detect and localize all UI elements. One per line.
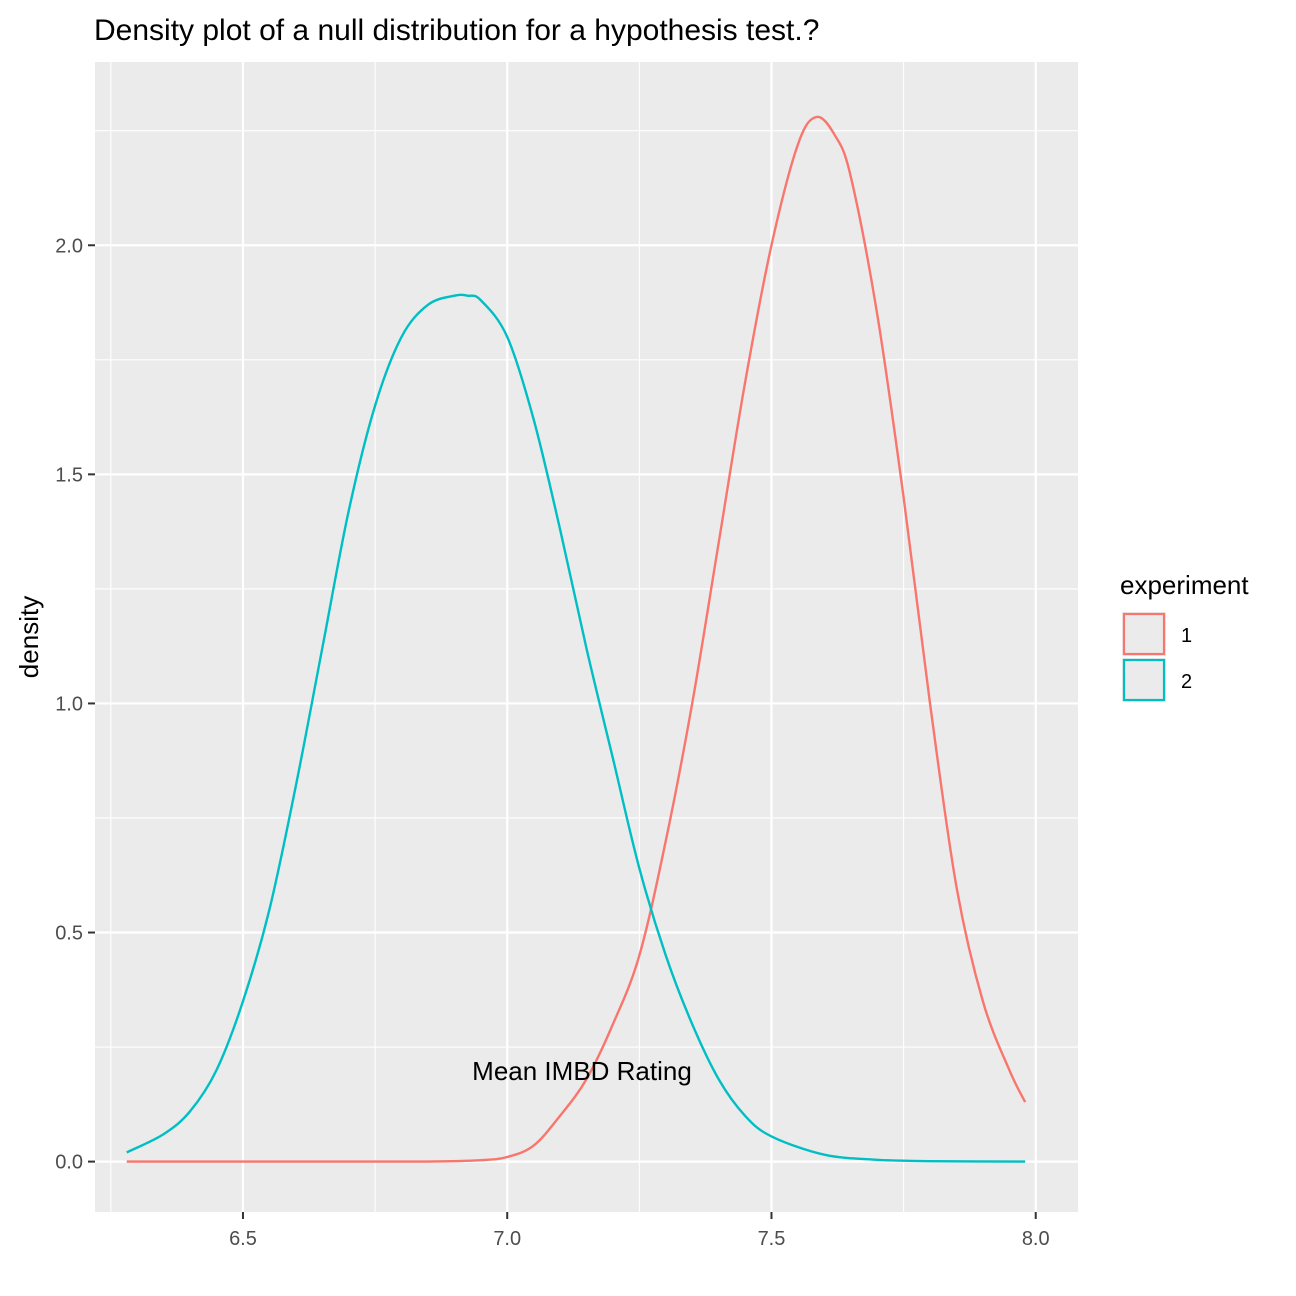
y-tick-label: 0.0 [55, 1152, 83, 1174]
legend-key-bg [1122, 612, 1166, 656]
density-line-experiment-2 [126, 293, 1026, 1163]
chart-title: Density plot of a null distribution for … [94, 14, 819, 47]
y-tick-label: 1.5 [55, 464, 83, 486]
legend-key-swatch [1122, 612, 1166, 656]
grid-major [95, 62, 1078, 1212]
x-tick-label: 7.5 [758, 1228, 786, 1250]
y-axis: 0.0 0.5 1.0 1.5 2.0 [55, 235, 95, 1174]
legend-label: 1 [1181, 625, 1192, 647]
x-tick-label: 7.0 [493, 1228, 521, 1250]
legend-keys: 12 [1122, 612, 1192, 702]
y-tick-label: 0.5 [55, 923, 83, 945]
legend-label: 2 [1181, 671, 1192, 693]
x-tick-label: 6.5 [229, 1228, 257, 1250]
y-tick-label: 1.0 [55, 693, 83, 715]
x-axis-title: Mean IMBD Rating [472, 1056, 692, 1086]
series-layer [126, 115, 1027, 1163]
x-axis: 6.5 7.0 7.5 8.0 [229, 1212, 1050, 1250]
legend-key-swatch [1122, 658, 1166, 702]
x-tick-label: 8.0 [1022, 1228, 1050, 1250]
plot-panel [95, 62, 1078, 1212]
density-line-experiment-1 [126, 115, 1027, 1163]
legend-title: experiment [1120, 570, 1249, 600]
legend: experiment 12 [1120, 570, 1249, 702]
y-tick-label: 2.0 [55, 235, 83, 257]
legend-key-bg [1122, 658, 1166, 702]
y-axis-title: density [14, 596, 44, 678]
